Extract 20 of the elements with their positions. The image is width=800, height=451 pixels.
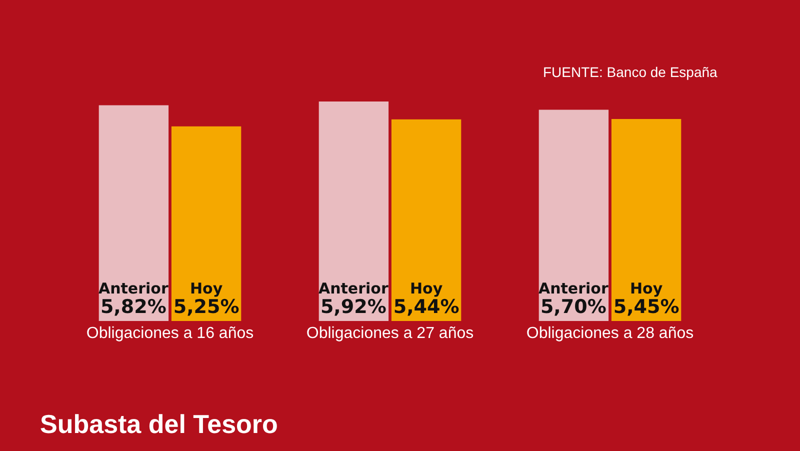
source-note: FUENTE: Banco de España	[543, 64, 718, 80]
data-label: 5,25%	[173, 296, 240, 318]
data-label: 5,44%	[393, 296, 460, 318]
series-label: Hoy	[410, 280, 443, 298]
data-label: 5,45%	[613, 296, 680, 318]
bar	[98, 105, 169, 321]
bar	[318, 102, 389, 321]
x-tick-label: Obligaciones a 27 años	[306, 325, 474, 342]
x-tick-label: Obligaciones a 28 años	[526, 325, 694, 342]
bar	[171, 126, 242, 321]
text: Hoy	[190, 280, 223, 298]
bar	[391, 119, 462, 321]
text: Hoy	[630, 280, 663, 298]
data-label: 5,70%	[540, 296, 606, 318]
bar	[538, 110, 609, 321]
data-label: 5,92%	[320, 296, 386, 318]
bar	[611, 118, 682, 321]
text: Subasta del Tesoro	[40, 408, 278, 439]
x-tick-label: Obligaciones a 16 años	[86, 325, 254, 342]
data-label: 5,82%	[100, 296, 166, 318]
